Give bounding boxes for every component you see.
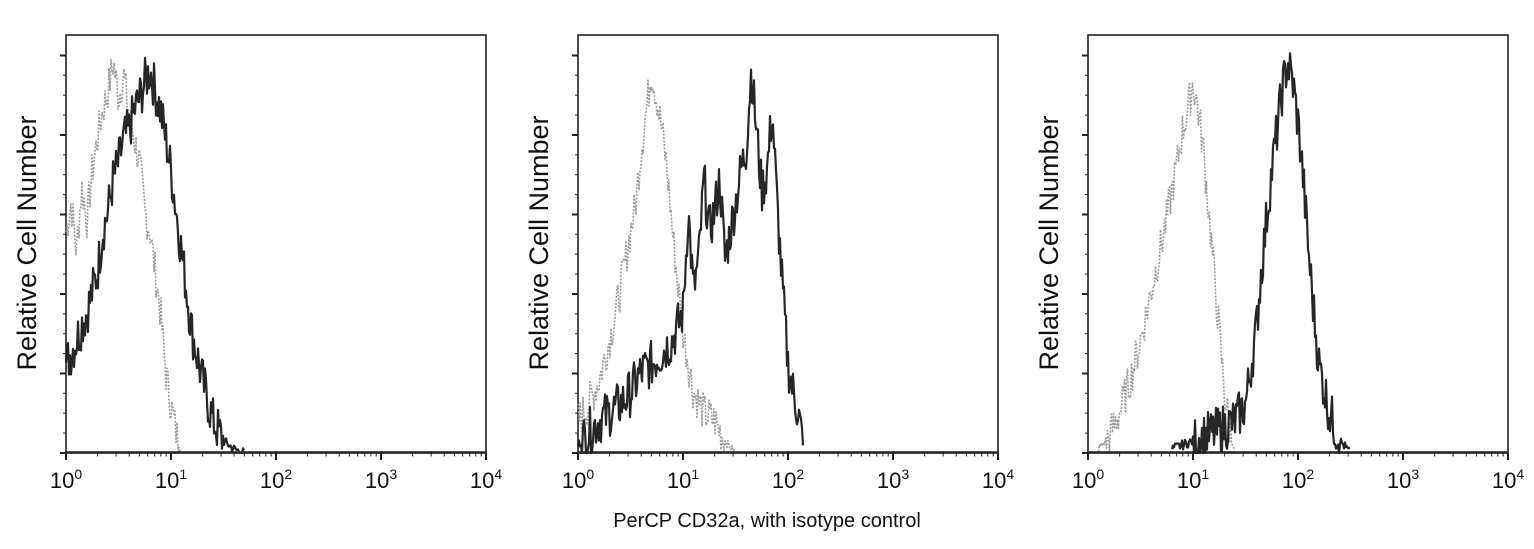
x-tick-label: 101: [154, 466, 188, 493]
isotype-histogram: [1097, 81, 1235, 453]
stained-histogram: [1170, 52, 1351, 455]
x-tick-label: 100: [49, 466, 83, 493]
x-tick-label: 103: [1386, 466, 1420, 493]
plot-area: [1082, 34, 1509, 460]
x-tick-label: 100: [1071, 466, 1105, 493]
x-tick-label: 100: [561, 466, 595, 493]
x-tick-label: 103: [876, 466, 910, 493]
x-tick-label: 102: [259, 466, 293, 493]
x-tick-label: 104: [1491, 466, 1525, 493]
histogram-panel-1: Relative Cell Number 100 101 102 103 104: [0, 0, 510, 500]
plot-frame: [1087, 34, 1509, 454]
isotype-histogram: [577, 78, 736, 454]
plot-area: [572, 34, 999, 460]
histogram-panel-2: Relative Cell Number 100 101 102 103 104: [512, 0, 1022, 500]
histogram-panel-3: Relative Cell Number 100 101 102 103 104: [1022, 0, 1532, 500]
x-tick-label: 102: [771, 466, 805, 493]
x-tick-label: 101: [666, 466, 700, 493]
shared-x-axis-label: PerCP CD32a, with isotype control: [613, 510, 921, 532]
plot-frame: [65, 34, 487, 454]
x-tick-label: 102: [1281, 466, 1315, 493]
stained-histogram: [576, 68, 805, 455]
x-tick-label: 101: [1176, 466, 1210, 493]
x-tick-label: 103: [364, 466, 398, 493]
x-tick-label: 104: [981, 466, 1015, 493]
x-tick-label: 104: [469, 466, 503, 493]
isotype-histogram: [65, 57, 182, 454]
stained-histogram: [64, 56, 245, 455]
plot-area: [60, 34, 487, 460]
